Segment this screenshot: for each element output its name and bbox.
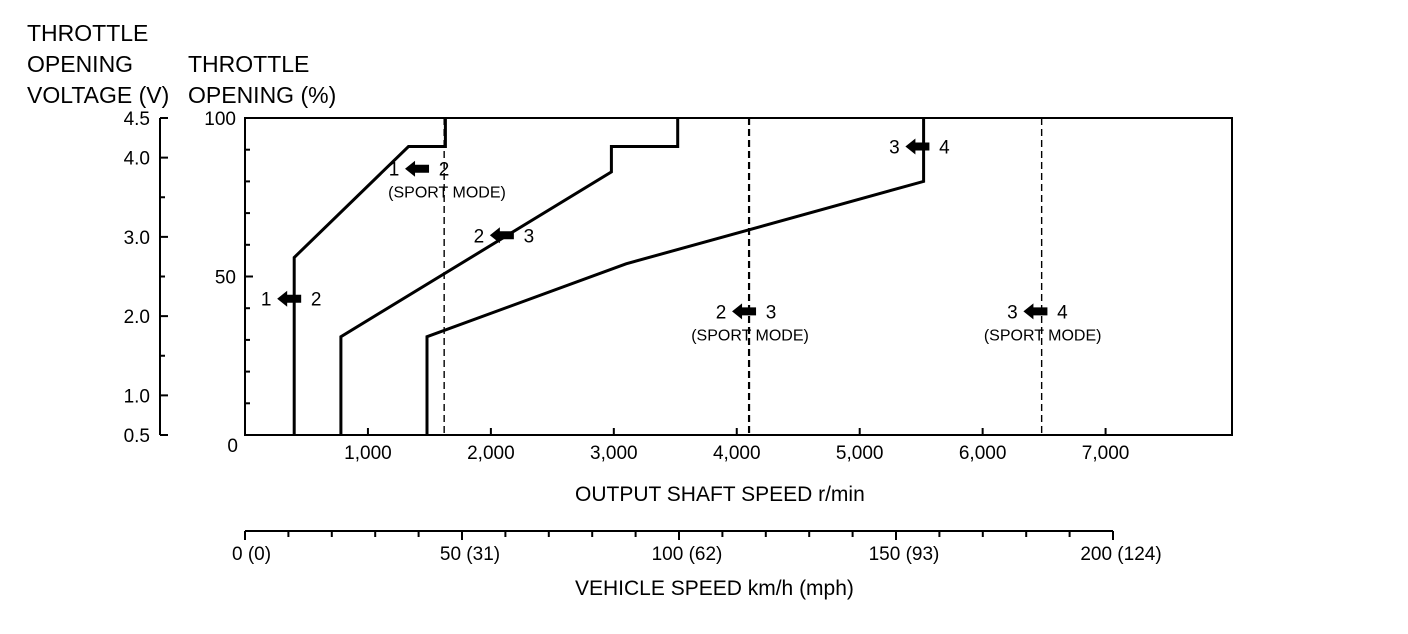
- x-tick-label: 3,000: [590, 443, 638, 464]
- voltage-tick-label: 4.0: [124, 149, 150, 170]
- shift-label-from: 1: [261, 290, 272, 311]
- shift-arrow: [732, 303, 757, 320]
- shift-label-from: 2: [474, 226, 485, 247]
- shift-label-to: 2: [439, 160, 450, 181]
- voltage-title-line-3: VOLTAGE (V): [27, 82, 170, 108]
- x-tick-label: 4,000: [713, 443, 761, 464]
- shift-label-to: 4: [1057, 302, 1068, 323]
- y-tick-label: 0: [227, 436, 238, 457]
- x-axis-title: OUTPUT SHAFT SPEED r/min: [575, 483, 865, 506]
- shift-label-to: 2: [311, 290, 322, 311]
- voltage-tick-label: 3.0: [124, 228, 150, 249]
- opening-title-line-1: THROTTLE: [188, 51, 310, 77]
- x-tick-label: 1,000: [344, 443, 392, 464]
- y-tick-label: 100: [204, 109, 236, 130]
- shift-arrow: [1023, 303, 1048, 320]
- shift-line: [339, 118, 680, 435]
- opening-title-line-2: OPENING (%): [188, 82, 337, 108]
- shift-label-to: 3: [766, 302, 777, 323]
- shift-line: [425, 118, 926, 435]
- shift-label-to: 3: [524, 226, 535, 247]
- voltage-tick-label: 2.0: [124, 307, 150, 328]
- shift-arrow: [277, 290, 302, 307]
- voltage-tick-label: 1.0: [124, 386, 150, 407]
- shift-arrow: [405, 160, 430, 177]
- vehicle-speed-tick-label: 100 (62): [652, 544, 723, 565]
- x-tick-label: 2,000: [467, 443, 515, 464]
- x-tick-label: 5,000: [836, 443, 884, 464]
- x-tick-label: 6,000: [959, 443, 1007, 464]
- y-tick-label: 50: [215, 268, 236, 289]
- sport-mode-label: (SPORT MODE): [388, 185, 506, 202]
- x-tick-label: 7,000: [1082, 443, 1130, 464]
- vehicle-speed-tick-label: 0 (0): [232, 544, 271, 565]
- voltage-title-line-1: THROTTLE: [27, 20, 149, 46]
- voltage-tick-label: 4.5: [124, 109, 150, 130]
- shift-label-from: 2: [716, 302, 727, 323]
- voltage-tick-label: 0.5: [124, 426, 150, 447]
- vehicle-speed-axis-title: VEHICLE SPEED km/h (mph): [575, 577, 854, 600]
- vehicle-speed-tick-label: 50 (31): [440, 544, 500, 565]
- vehicle-speed-tick-label: 150 (93): [869, 544, 940, 565]
- shift-label-from: 3: [889, 138, 900, 159]
- opening-axis-title: THROTTLE OPENING (%): [188, 49, 336, 111]
- shift-line: [292, 118, 447, 435]
- shift-arrow: [489, 227, 514, 244]
- shift-label-to: 4: [939, 138, 950, 159]
- shift-label-from: 1: [389, 160, 400, 181]
- voltage-title-line-2: OPENING: [27, 51, 134, 77]
- shift-arrow: [905, 138, 930, 155]
- sport-mode-label: (SPORT MODE): [691, 327, 809, 344]
- voltage-axis-title: THROTTLE OPENING VOLTAGE (V): [27, 18, 169, 111]
- sport-mode-label: (SPORT MODE): [984, 327, 1102, 344]
- vehicle-speed-tick-label: 200 (124): [1080, 544, 1161, 565]
- shift-label-from: 3: [1007, 302, 1018, 323]
